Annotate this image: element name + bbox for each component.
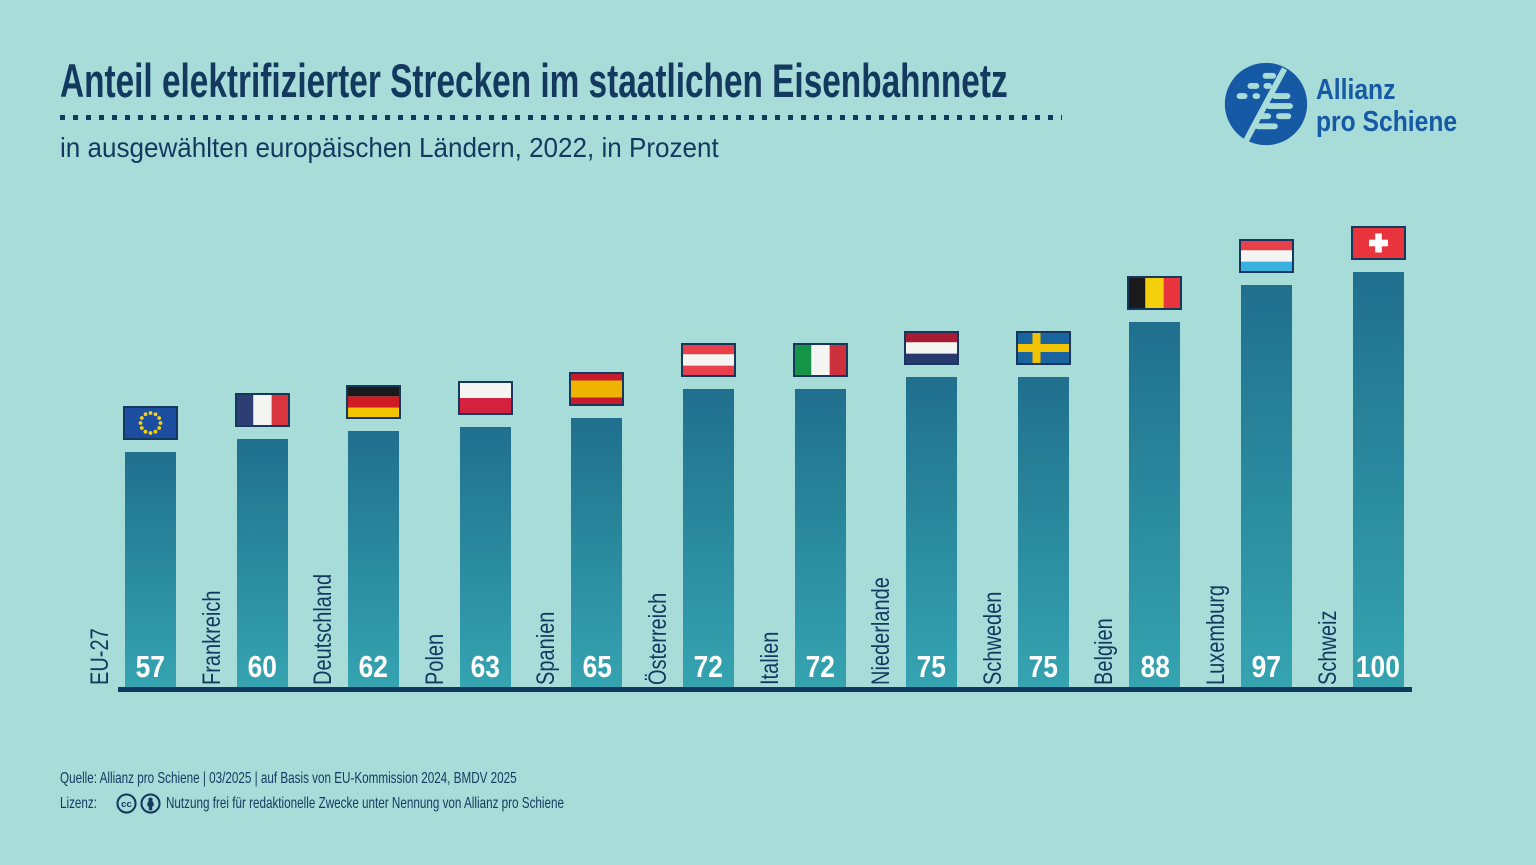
- svg-text:cc: cc: [121, 799, 132, 810]
- logo-wordmark: Allianz pro Schiene: [1316, 74, 1457, 138]
- bar-value: 88: [1140, 649, 1170, 684]
- bar-value: 57: [135, 649, 166, 684]
- country-label: Italien: [755, 631, 784, 685]
- by-icon: [140, 793, 161, 814]
- flag-austria-icon: [681, 343, 736, 378]
- bar-switzerland: [1352, 272, 1404, 690]
- source-text: Quelle: Allianz pro Schiene | 03/2025 | …: [60, 770, 517, 787]
- country-label: Belgien: [1090, 618, 1119, 685]
- bar-belgium: [1129, 322, 1181, 690]
- flag-poland-icon: [457, 380, 513, 415]
- bar-netherlands: [906, 376, 958, 690]
- x-axis-line: [118, 687, 1412, 692]
- flag-luxembourg-icon: [1239, 238, 1294, 273]
- country-label: Spanien: [532, 611, 561, 685]
- flag-spain-icon: [569, 372, 625, 407]
- bar-italy: [794, 389, 846, 690]
- dotted-divider: [60, 115, 1062, 120]
- country-label: Niederlande: [867, 577, 896, 685]
- country-label: Schweden: [978, 591, 1007, 685]
- allianz-pro-schiene-logo: Allianz pro Schiene: [1224, 62, 1484, 162]
- bar-value: 75: [917, 649, 947, 684]
- bar-luxembourg: [1241, 284, 1292, 690]
- bar-sweden: [1017, 376, 1069, 690]
- railway-logo-icon: [1224, 62, 1308, 151]
- logo-wordmark-line1: Allianz: [1316, 74, 1396, 106]
- license-text: Nutzung frei für redaktionelle Zwecke un…: [166, 795, 564, 812]
- bar-value: 62: [359, 649, 389, 684]
- cc-icon: cc: [116, 793, 137, 814]
- bar-eu: [125, 451, 176, 690]
- bar-value: 63: [470, 649, 500, 684]
- country-label: Österreich: [644, 592, 672, 685]
- country-label: EU-27: [86, 628, 114, 685]
- flag-germany-icon: [346, 384, 402, 419]
- bar-germany: [348, 430, 400, 690]
- bar-value: 72: [805, 649, 835, 684]
- bar-value: 97: [1251, 649, 1282, 684]
- bar-spain: [571, 418, 623, 690]
- flag-switzerland-icon: [1350, 226, 1406, 260]
- country-label: Deutschland: [309, 573, 338, 685]
- flag-eu-icon: [123, 405, 178, 440]
- bar-poland: [459, 426, 511, 690]
- bar-value: 100: [1356, 649, 1401, 684]
- flag-france-icon: [234, 393, 290, 428]
- flag-sweden-icon: [1015, 330, 1071, 365]
- bar-austria: [683, 389, 734, 690]
- license-label: Lizenz:: [60, 795, 98, 812]
- bar-value: 65: [582, 649, 612, 684]
- flag-belgium-icon: [1127, 276, 1183, 311]
- logo-wordmark-line2: pro Schiene: [1316, 106, 1458, 138]
- page-subtitle: in ausgewählten europäischen Ländern, 20…: [60, 132, 719, 163]
- country-label: Frankreich: [197, 590, 226, 685]
- flag-italy-icon: [792, 343, 848, 378]
- flag-netherlands-icon: [904, 330, 960, 365]
- page-title: Anteil elektrifizierter Strecken im staa…: [60, 54, 1008, 107]
- country-label: Schweiz: [1313, 610, 1342, 685]
- bar-value: 75: [1028, 649, 1058, 684]
- bar-value: 60: [247, 649, 277, 684]
- bar-value: 72: [693, 649, 724, 684]
- country-label: Polen: [420, 633, 449, 685]
- country-label: Luxemburg: [1202, 584, 1230, 685]
- bar-france: [236, 439, 288, 690]
